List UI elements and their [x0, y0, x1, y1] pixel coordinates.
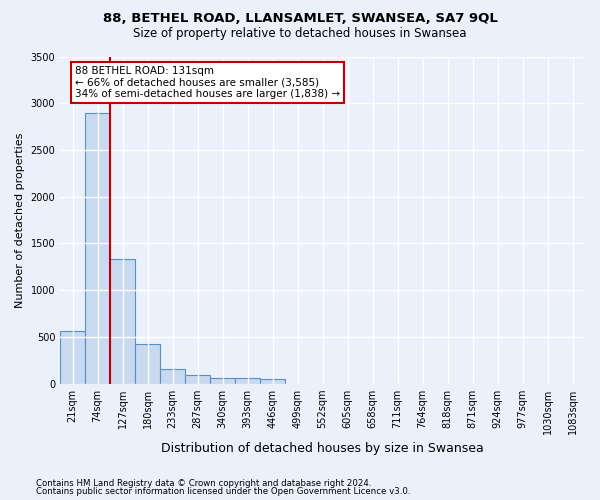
Y-axis label: Number of detached properties: Number of detached properties [15, 132, 25, 308]
Text: Contains public sector information licensed under the Open Government Licence v3: Contains public sector information licen… [36, 487, 410, 496]
Bar [235, 378, 260, 384]
Text: 88 BETHEL ROAD: 131sqm
← 66% of detached houses are smaller (3,585)
34% of semi-: 88 BETHEL ROAD: 131sqm ← 66% of detached… [75, 66, 340, 99]
Bar [85, 112, 110, 384]
Bar [60, 331, 85, 384]
Bar [135, 344, 160, 384]
Text: Contains HM Land Registry data © Crown copyright and database right 2024.: Contains HM Land Registry data © Crown c… [36, 478, 371, 488]
X-axis label: Distribution of detached houses by size in Swansea: Distribution of detached houses by size … [161, 442, 484, 455]
Text: 88, BETHEL ROAD, LLANSAMLET, SWANSEA, SA7 9QL: 88, BETHEL ROAD, LLANSAMLET, SWANSEA, SA… [103, 12, 497, 26]
Bar [210, 378, 235, 384]
Bar [185, 375, 210, 384]
Bar [260, 379, 285, 384]
Bar [160, 368, 185, 384]
Bar [110, 260, 135, 384]
Text: Size of property relative to detached houses in Swansea: Size of property relative to detached ho… [133, 28, 467, 40]
